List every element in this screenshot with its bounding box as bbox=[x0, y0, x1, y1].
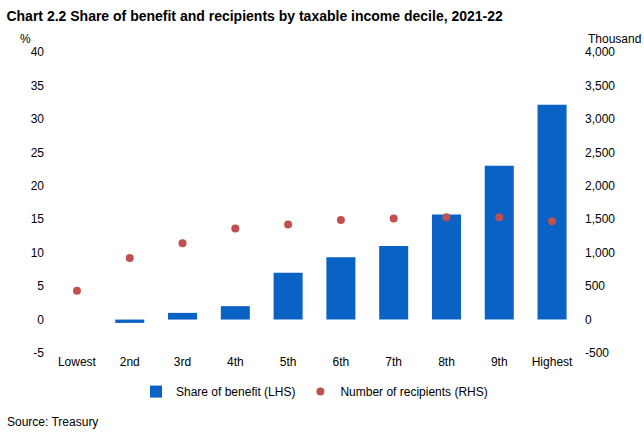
svg-text:%: % bbox=[20, 32, 31, 46]
svg-text:Highest: Highest bbox=[532, 355, 573, 369]
svg-text:9th: 9th bbox=[491, 355, 508, 369]
svg-text:-500: -500 bbox=[585, 346, 609, 360]
svg-text:35: 35 bbox=[31, 79, 45, 93]
svg-text:500: 500 bbox=[585, 279, 605, 293]
svg-text:3,500: 3,500 bbox=[585, 79, 615, 93]
svg-text:Thousand: Thousand bbox=[588, 32, 641, 46]
svg-text:8th: 8th bbox=[438, 355, 455, 369]
svg-text:5: 5 bbox=[37, 279, 44, 293]
svg-text:0: 0 bbox=[585, 313, 592, 327]
svg-text:4,000: 4,000 bbox=[585, 45, 615, 59]
svg-text:Lowest: Lowest bbox=[58, 355, 97, 369]
svg-text:2,000: 2,000 bbox=[585, 179, 615, 193]
svg-text:-5: -5 bbox=[33, 346, 44, 360]
svg-text:1,000: 1,000 bbox=[585, 246, 615, 260]
svg-text:25: 25 bbox=[31, 146, 45, 160]
svg-text:1,500: 1,500 bbox=[585, 212, 615, 226]
svg-text:3,000: 3,000 bbox=[585, 112, 615, 126]
svg-text:30: 30 bbox=[31, 112, 45, 126]
svg-text:7th: 7th bbox=[385, 355, 402, 369]
svg-text:Share of benefit (LHS): Share of benefit (LHS) bbox=[176, 385, 295, 399]
svg-text:40: 40 bbox=[31, 45, 45, 59]
svg-text:Chart 2.2 Share of benefit and: Chart 2.2 Share of benefit and recipient… bbox=[6, 8, 503, 24]
svg-text:3rd: 3rd bbox=[174, 355, 191, 369]
svg-text:Source: Treasury: Source: Treasury bbox=[7, 415, 98, 429]
svg-text:10: 10 bbox=[31, 246, 45, 260]
svg-text:0: 0 bbox=[37, 313, 44, 327]
svg-text:6th: 6th bbox=[333, 355, 350, 369]
svg-text:4th: 4th bbox=[227, 355, 244, 369]
svg-text:20: 20 bbox=[31, 179, 45, 193]
svg-text:2nd: 2nd bbox=[120, 355, 140, 369]
svg-text:15: 15 bbox=[31, 212, 45, 226]
svg-text:5th: 5th bbox=[280, 355, 297, 369]
svg-text:2,500: 2,500 bbox=[585, 146, 615, 160]
svg-text:Number of recipients (RHS): Number of recipients (RHS) bbox=[340, 385, 487, 399]
